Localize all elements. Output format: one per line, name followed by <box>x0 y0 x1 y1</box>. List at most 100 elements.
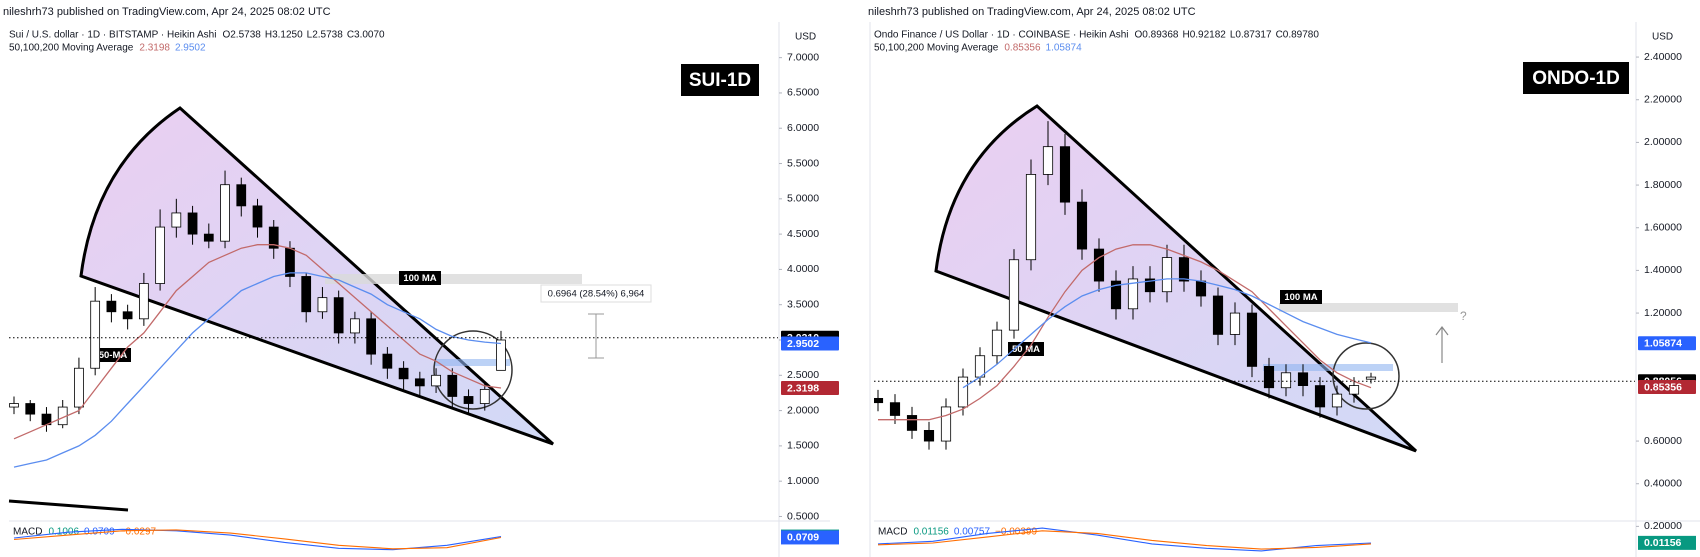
y-tick-label: 2.0000 <box>787 404 819 416</box>
candle-body <box>940 406 952 442</box>
ma-legend-value: 2.3198 <box>139 43 170 54</box>
y-tick-label: 1.40000 <box>1644 264 1682 276</box>
macd-legend: −0.0297 <box>120 527 157 538</box>
candle-body <box>268 226 279 249</box>
candle-body <box>252 205 263 228</box>
candle-body <box>333 297 344 334</box>
price-label-box <box>1638 535 1696 550</box>
candle-body <box>1229 312 1241 335</box>
candle-body <box>957 376 969 408</box>
candle-body <box>1297 372 1309 386</box>
price-label: 0.0709 <box>787 532 819 544</box>
price-label-box <box>781 381 839 396</box>
annotation-box <box>95 348 131 362</box>
annotation: ? <box>1460 309 1467 323</box>
price-label-box <box>781 530 839 545</box>
candle-body <box>1212 295 1224 335</box>
candle-body <box>1144 278 1156 293</box>
annotation: 50 MA <box>1012 344 1040 355</box>
candle-body <box>431 374 441 387</box>
candle-body <box>187 212 198 235</box>
ma-legend-value: 2.9502 <box>175 43 206 54</box>
attribution: nileshrh73 published on TradingView.com,… <box>868 6 1196 18</box>
candle-body <box>1195 280 1207 297</box>
candle-body <box>236 184 247 207</box>
candle-body <box>447 374 458 397</box>
annotation: 100 MA <box>403 273 436 284</box>
price-pane <box>874 121 1377 450</box>
measure-box <box>540 284 652 303</box>
ohlc-value: H3.1250 <box>265 30 303 41</box>
moving-average <box>13 272 502 468</box>
ohlc-value: C3.0070 <box>347 30 385 41</box>
measure-label: 0.6964 (28.54%) 6,964 <box>548 289 645 300</box>
annotation: 50-MA <box>99 350 128 361</box>
candle-body <box>1008 259 1020 331</box>
y-tick-label: 3.5000 <box>787 298 819 310</box>
y-tick-label: 0.5000 <box>787 510 819 522</box>
candle-body <box>1246 312 1258 367</box>
candle-body <box>1059 146 1071 203</box>
trend-line <box>8 499 129 512</box>
candle-body <box>1331 393 1343 408</box>
y-tick-label: 5.0000 <box>787 193 819 205</box>
moving-average <box>13 244 502 440</box>
candle-body <box>1025 173 1037 261</box>
candle-body <box>106 300 117 313</box>
ohlc-value: C0.89780 <box>1276 30 1320 41</box>
ma-legend: 50,100,200 Moving Average <box>874 43 999 54</box>
ohlc-value: H0.92182 <box>1182 30 1226 41</box>
macd-legend: −0.00399 <box>995 527 1037 538</box>
candle-body <box>463 396 474 404</box>
candle-body <box>139 283 149 320</box>
y-tick-label: 2.00000 <box>1644 136 1682 148</box>
ohlc-value: L2.5738 <box>307 30 344 41</box>
candle-body <box>366 318 376 355</box>
candle-body <box>398 367 409 380</box>
macd-legend: 0.01156 <box>913 527 949 538</box>
candle-body <box>74 367 84 408</box>
target-arrow <box>1435 326 1449 363</box>
annotation: 100 MA <box>1284 292 1317 303</box>
y-tick-label: 7.0000 <box>787 51 819 63</box>
price-pane <box>9 170 506 468</box>
highlight-circle <box>433 330 513 410</box>
y-tick-label: 1.60000 <box>1644 222 1682 234</box>
y-tick-label: 4.5000 <box>787 228 819 240</box>
y-tick-label: 1.20000 <box>1644 307 1682 319</box>
candle-body <box>122 311 133 320</box>
symbol-legend: Ondo Finance / US Dollar · 1D · COINBASE… <box>874 30 1129 41</box>
y-tick-label: 5.5000 <box>787 157 819 169</box>
ohlc-value: O2.5738 <box>222 30 261 41</box>
y-tick-label: 4.0000 <box>787 263 819 275</box>
candle-body <box>203 233 214 242</box>
candle-body <box>285 247 295 277</box>
currency: USD <box>795 32 816 43</box>
candle-body <box>906 415 918 431</box>
candle-body <box>874 397 884 404</box>
candle-body <box>496 339 506 371</box>
candle-body <box>479 389 490 404</box>
annotation-box <box>399 271 441 285</box>
macd-label: MACD <box>13 527 42 538</box>
candle-body <box>155 226 165 284</box>
candle-body <box>1365 376 1377 380</box>
highlight-circle <box>1332 342 1400 410</box>
candle-body <box>171 212 182 228</box>
candle-body <box>1042 146 1054 175</box>
candle-body <box>9 403 19 408</box>
candle-body <box>382 353 393 369</box>
macd-pane <box>877 527 1372 552</box>
y-tick-label: 1.0000 <box>787 475 819 487</box>
candle-body <box>1178 257 1190 282</box>
breakout-zone <box>434 359 510 366</box>
candle-body <box>1314 385 1326 408</box>
price-label-box <box>1638 336 1696 351</box>
price-label-box <box>1638 379 1696 394</box>
candle-body <box>1161 257 1173 293</box>
y-tick-label: 1.5000 <box>787 440 819 452</box>
macd-line <box>13 528 502 551</box>
badge-box <box>681 64 759 96</box>
ohlc-value: O0.89368 <box>1135 30 1179 41</box>
